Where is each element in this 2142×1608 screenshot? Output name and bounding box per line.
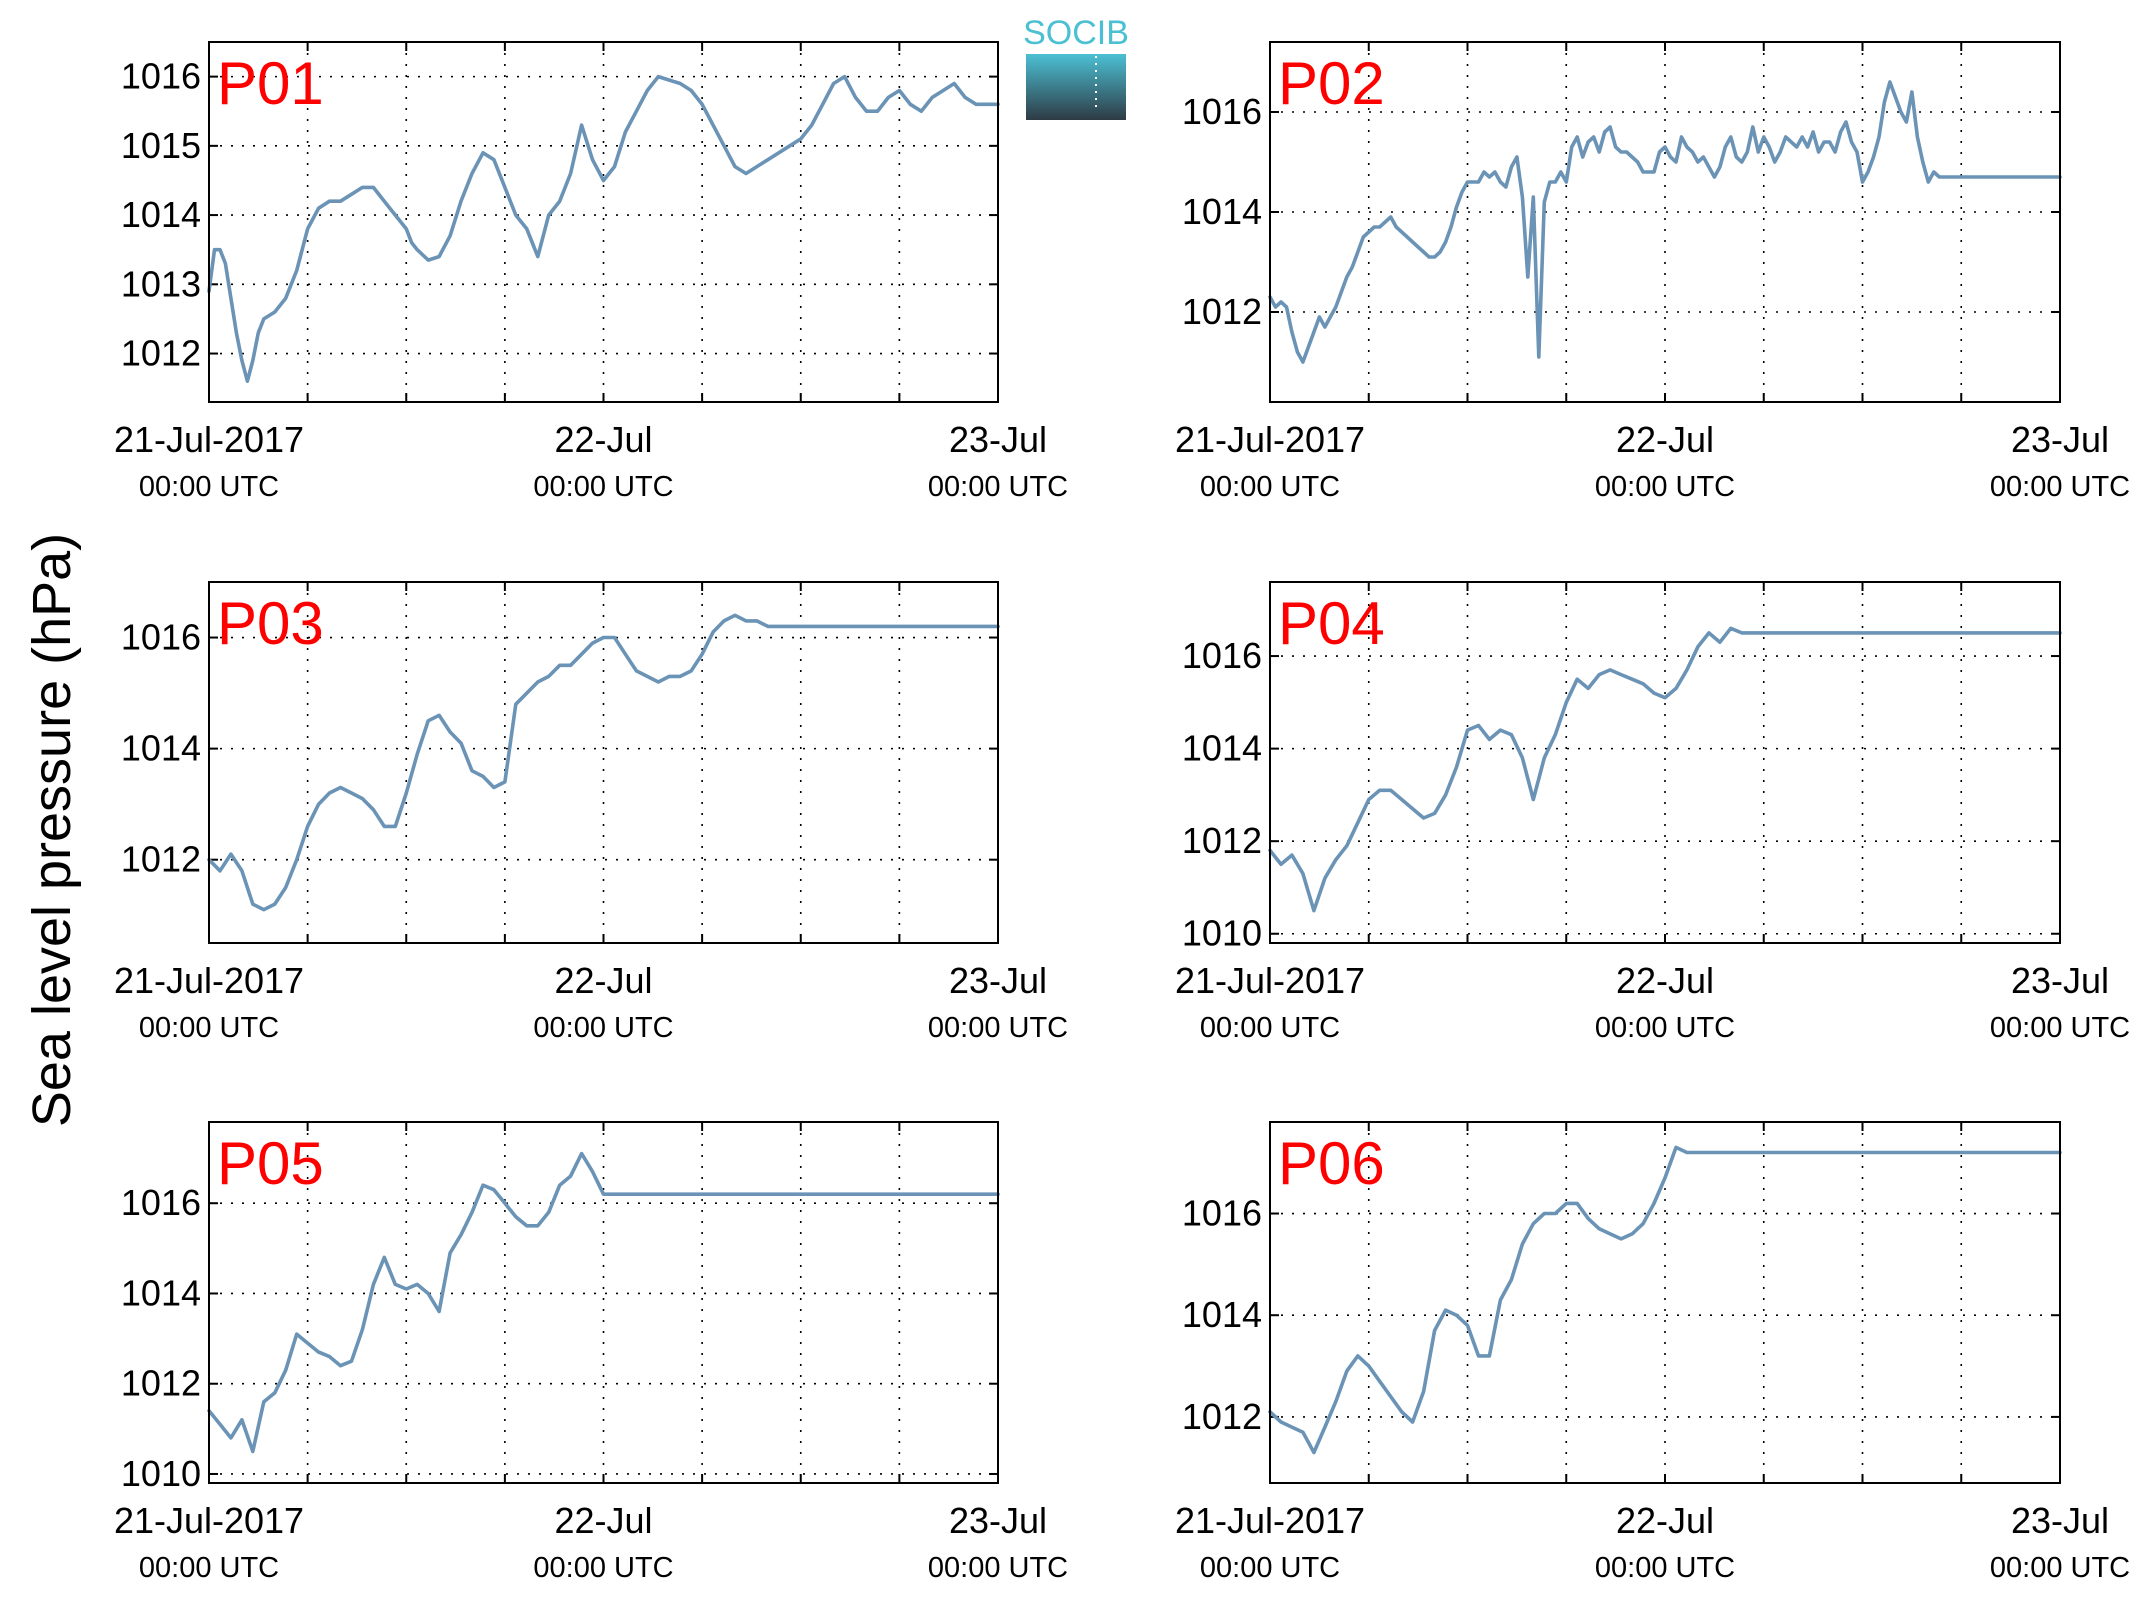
x-tick-sublabel: 00:00 UTC <box>139 471 279 503</box>
y-tick-label: 1012 <box>1182 291 1262 332</box>
x-tick-sublabel: 00:00 UTC <box>1990 471 2130 503</box>
y-tick-label: 1013 <box>121 263 201 304</box>
plot-frame <box>208 41 999 403</box>
x-tick-label: 23-Jul <box>949 1500 1047 1541</box>
x-tick-sublabel: 00:00 UTC <box>533 471 673 503</box>
plot-frame <box>1269 1121 2061 1484</box>
series-line <box>1268 80 2062 364</box>
series-line <box>1268 626 2062 913</box>
x-tick-label: 22-Jul <box>1616 419 1714 460</box>
y-tick-label: 1016 <box>1182 91 1262 132</box>
series-line <box>207 74 1000 383</box>
y-tick-label: 1014 <box>121 194 201 235</box>
x-tick-sublabel: 00:00 UTC <box>928 471 1068 503</box>
y-tick-label: 1016 <box>1182 635 1262 676</box>
y-tick-label: 1014 <box>1182 728 1262 769</box>
x-tick-sublabel: 00:00 UTC <box>1200 1012 1340 1044</box>
chart-panel-1: 1012 1013 1014 1015 1016 21-Jul-2017 00:00 UTC… <box>114 41 1068 503</box>
plot-frame <box>1269 581 2061 944</box>
x-tick-sublabel: 00:00 UTC <box>1595 1552 1735 1584</box>
y-tick-label: 1014 <box>1182 191 1262 232</box>
x-tick-sublabel: 00:00 UTC <box>533 1552 673 1584</box>
x-tick-label: 23-Jul <box>2011 960 2109 1001</box>
series-line <box>207 613 1000 912</box>
x-tick-sublabel: 00:00 UTC <box>1990 1012 2130 1044</box>
y-tick-label: 1016 <box>121 1182 201 1223</box>
x-tick-sublabel: 00:00 UTC <box>533 1012 673 1044</box>
x-tick-sublabel: 00:00 UTC <box>1200 1552 1340 1584</box>
panel-title: P02 <box>1278 50 1385 117</box>
x-tick-sublabel: 00:00 UTC <box>1595 1012 1735 1044</box>
x-tick-sublabel: 00:00 UTC <box>139 1012 279 1044</box>
x-tick-label: 23-Jul <box>949 960 1047 1001</box>
x-tick-sublabel: 00:00 UTC <box>928 1012 1068 1044</box>
panel-title: P04 <box>1278 590 1385 657</box>
x-tick-sublabel: 00:00 UTC <box>139 1552 279 1584</box>
socib-logo-icon: SOCIB <box>1023 14 1129 120</box>
series-line <box>207 1151 1000 1454</box>
x-tick-sublabel: 00:00 UTC <box>1990 1552 2130 1584</box>
y-tick-label: 1012 <box>121 1363 201 1404</box>
panel-title: P01 <box>217 50 324 117</box>
x-tick-label: 21-Jul-2017 <box>1175 419 1365 460</box>
y-tick-label: 1012 <box>1182 1396 1262 1437</box>
x-tick-label: 22-Jul <box>554 1500 652 1541</box>
plot-frame <box>1269 41 2061 403</box>
logo-text: SOCIB <box>1023 14 1129 52</box>
y-tick-label: 1010 <box>1182 913 1262 954</box>
y-tick-label: 1012 <box>121 333 201 374</box>
logo-box <box>1026 54 1126 120</box>
chart-panel-4: 1010 1012 1014 1016 21-Jul-2017 00:00 UTC 22-J… <box>1175 581 2130 1044</box>
x-tick-label: 22-Jul <box>554 419 652 460</box>
plot-frame <box>208 581 999 944</box>
y-tick-label: 1016 <box>121 56 201 97</box>
x-tick-label: 21-Jul-2017 <box>114 419 304 460</box>
x-tick-label: 21-Jul-2017 <box>114 1500 304 1541</box>
y-tick-label: 1012 <box>121 839 201 880</box>
y-axis-label: Sea level pressure (hPa) <box>22 533 82 1127</box>
chart-panel-6: 1012 1014 1016 21-Jul-2017 00:00 UTC 22-Jul 00… <box>1175 1121 2130 1584</box>
y-tick-label: 1016 <box>121 617 201 658</box>
x-tick-label: 21-Jul-2017 <box>1175 960 1365 1001</box>
x-tick-sublabel: 00:00 UTC <box>928 1552 1068 1584</box>
panel-title: P06 <box>1278 1130 1385 1197</box>
x-tick-sublabel: 00:00 UTC <box>1200 471 1340 503</box>
x-tick-label: 22-Jul <box>554 960 652 1001</box>
x-tick-label: 23-Jul <box>949 419 1047 460</box>
chart-panel-2: 1012 1014 1016 21-Jul-2017 00:00 UTC 22-Jul 00… <box>1175 41 2130 503</box>
y-tick-label: 1014 <box>121 1272 201 1313</box>
plot-frame <box>208 1121 999 1484</box>
chart-panel-3: 1012 1014 1016 21-Jul-2017 00:00 UTC 22-Jul 00… <box>114 581 1068 1044</box>
y-tick-label: 1014 <box>121 728 201 769</box>
y-tick-label: 1014 <box>1182 1294 1262 1335</box>
panel-title: P03 <box>217 590 324 657</box>
series-line <box>1268 1145 2062 1455</box>
x-tick-label: 23-Jul <box>2011 1500 2109 1541</box>
panels: 1012 1013 1014 1015 1016 21-Jul-2017 00:00 UTC… <box>114 41 2130 1584</box>
y-tick-label: 1010 <box>121 1453 201 1494</box>
x-tick-label: 22-Jul <box>1616 960 1714 1001</box>
y-tick-label: 1015 <box>121 125 201 166</box>
x-tick-label: 21-Jul-2017 <box>114 960 304 1001</box>
y-tick-label: 1012 <box>1182 820 1262 861</box>
x-tick-label: 21-Jul-2017 <box>1175 1500 1365 1541</box>
y-tick-label: 1016 <box>1182 1193 1262 1234</box>
x-tick-label: 22-Jul <box>1616 1500 1714 1541</box>
panel-title: P05 <box>217 1130 324 1197</box>
chart-panel-5: 1010 1012 1014 1016 21-Jul-2017 00:00 UTC 22-J… <box>114 1121 1068 1584</box>
x-tick-label: 23-Jul <box>2011 419 2109 460</box>
x-tick-sublabel: 00:00 UTC <box>1595 471 1735 503</box>
